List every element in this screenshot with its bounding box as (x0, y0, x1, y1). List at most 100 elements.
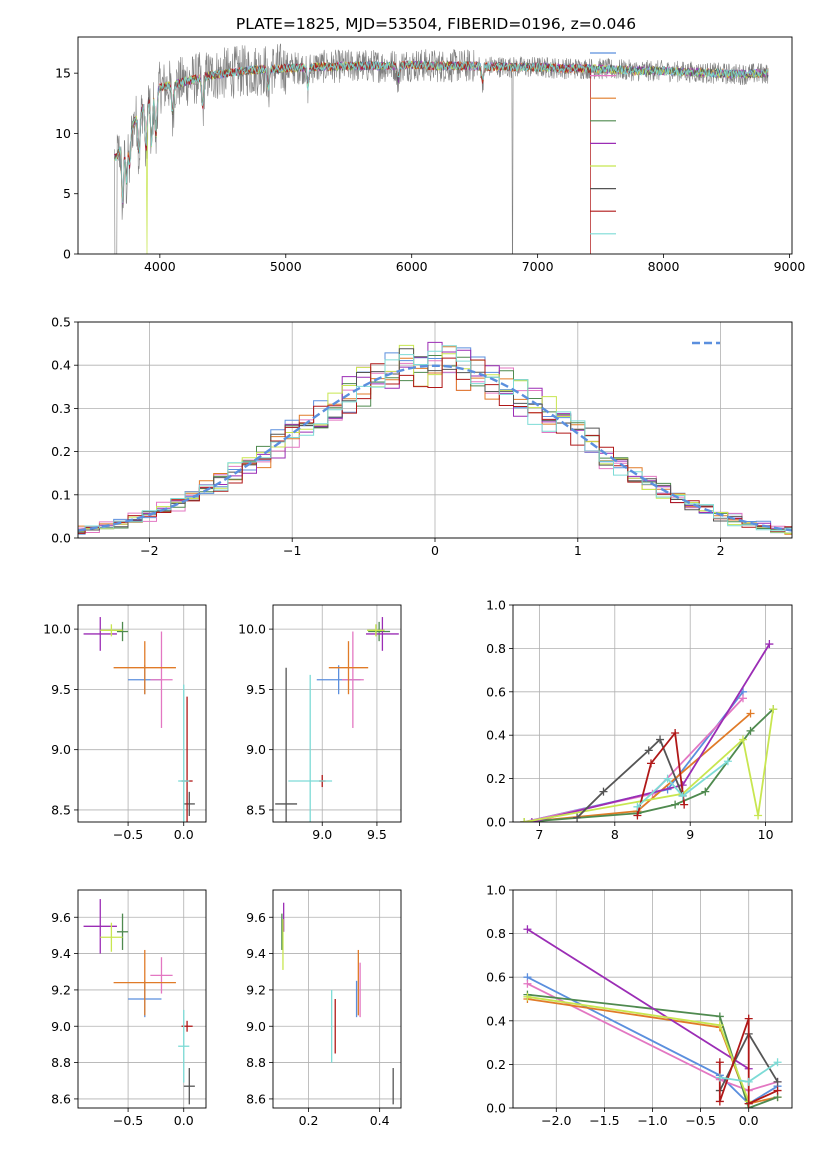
x-tick-label: −0.5 (685, 1113, 715, 1128)
x-tick-label: −1.0 (637, 1113, 667, 1128)
x-tick-label: −2 (140, 543, 158, 558)
x-tick-label: 7 (535, 827, 543, 842)
y-tick-label: 15 (55, 66, 71, 81)
axes-frame (272, 604, 402, 823)
x-tick-label: 9 (686, 827, 694, 842)
plot-area-spectrum (114, 43, 769, 254)
residual-histogram-chabrier_stelib (78, 348, 792, 533)
axes-massweight_vs_age: 7 8 9 10 0.0 0.2 0.4 0.6 0.8 1.0 (486, 598, 793, 842)
y-tick-label: 0.4 (51, 358, 71, 373)
mass-weight-line-salpeter_elodie (526, 928, 750, 1070)
x-tick-label: −1 (283, 543, 301, 558)
marker-salpeter_stelib (646, 759, 655, 768)
marker-chabrier_elodie (715, 1012, 724, 1021)
x-tick-label: 5000 (270, 259, 302, 274)
marker-salpeter_stelib (715, 1097, 724, 1106)
y-tick-label: 0.2 (486, 1057, 506, 1072)
marker-chabrier_stelib (599, 787, 608, 796)
marker-chabrier_stelib (656, 735, 665, 744)
y-tick-label: 0.1 (51, 487, 71, 502)
marker-kroupa_stelib (678, 791, 687, 800)
marker-salpeter_stelib (744, 1099, 753, 1108)
axes-mass_vs_ebv: 0.2 0.4 8.6 8.8 9.0 9.2 9.4 9.6 (246, 889, 402, 1128)
marker-salpeter_stelib (773, 1086, 782, 1095)
x-tick-label: −0.5 (113, 1113, 143, 1128)
y-tick-label: 1.0 (486, 598, 506, 613)
y-tick-label: 9.0 (246, 1019, 266, 1034)
x-tick-label: 9.0 (312, 827, 332, 842)
x-tick-label: 2 (717, 543, 725, 558)
axes-age_vs_mass: 9.0 9.5 8.5 9.0 9.5 10.0 (238, 604, 402, 842)
y-tick-label: 8.6 (246, 1091, 266, 1106)
y-tick-label: 9.5 (51, 682, 71, 697)
y-tick-label: 0.4 (486, 728, 506, 743)
x-tick-label: −2.0 (541, 1113, 571, 1128)
plots-layer: 4000 5000 6000 7000 8000 9000 0 5 10 15 −2 −1 0 1 2 0.0… (43, 36, 806, 1128)
mass-weight-line-chabrier_elodie (524, 708, 774, 822)
y-tick-label: 9.4 (246, 946, 266, 961)
marker-kroupa_elodie (523, 992, 532, 1001)
y-tick-label: 5 (63, 186, 71, 201)
axes-frame (77, 604, 207, 823)
marker-chabrier_elodie (746, 726, 755, 735)
marker-kroupa_elodie (754, 811, 763, 820)
y-tick-label: 9.5 (246, 682, 266, 697)
y-tick-label: 0.8 (486, 926, 506, 941)
marker-kroupa_elodie (738, 735, 747, 744)
plot-area-age_vs_mass (275, 617, 399, 822)
mass-weight-line-chabrier_miles (526, 976, 779, 1105)
x-tick-label: 0.0 (174, 1113, 194, 1128)
axes-spectrum: 4000 5000 6000 7000 8000 9000 0 5 10 15 (55, 36, 806, 274)
x-tick-label: −1.5 (589, 1113, 619, 1128)
y-tick-label: 9.2 (246, 982, 266, 997)
y-tick-label: 10.0 (238, 622, 266, 637)
axes-frame (77, 321, 793, 539)
y-tick-label: 0.0 (51, 531, 71, 546)
y-tick-label: 0.0 (486, 1101, 506, 1116)
x-tick-label: 10 (758, 827, 774, 842)
gaussian-curve (78, 364, 792, 532)
mass-weight-line-salpeter_stelib (636, 730, 686, 816)
marker-salpeter_miles (738, 694, 747, 703)
marker-chabrier_stelib (773, 1077, 782, 1086)
model-spectrum-salpeter_elodie (114, 60, 769, 205)
marker-kroupa_stelib (744, 1077, 753, 1086)
y-tick-label: 0.3 (51, 401, 71, 416)
axes-frame (512, 889, 793, 1109)
y-tick-label: 0 (63, 247, 71, 262)
plot-area-residuals (78, 341, 792, 535)
y-tick-label: 0.6 (486, 970, 506, 985)
legend-spectrum (590, 52, 616, 235)
y-tick-label: 9.0 (51, 742, 71, 757)
y-tick-label: 0.8 (486, 641, 506, 656)
marker-kroupa_elodie (715, 1021, 724, 1030)
mass-weight-line-kroupa_elodie (527, 995, 750, 1102)
y-tick-label: 8.5 (246, 802, 266, 817)
axes-age_vs_Z: −0.5 0.0 8.5 9.0 9.5 10.0 (43, 604, 207, 842)
y-tick-label: 8.6 (51, 1091, 71, 1106)
x-tick-label: 1 (574, 543, 582, 558)
marker-kroupa_stelib (715, 1073, 724, 1082)
y-tick-label: 0.6 (486, 684, 506, 699)
marker-salpeter_elodie (765, 640, 774, 649)
marker-salpeter_stelib (715, 1058, 724, 1067)
model-spectrum-kroupa_miles (114, 60, 769, 204)
x-tick-label: 0 (431, 543, 439, 558)
marker-kroupa_stelib (633, 802, 642, 811)
x-tick-label: 9000 (774, 259, 806, 274)
marker-salpeter_stelib (671, 729, 680, 738)
plot-area-mass_vs_ebv (281, 902, 394, 1105)
y-tick-label: 10.0 (43, 622, 71, 637)
y-tick-label: 9.6 (51, 910, 71, 925)
x-tick-label: 9.5 (367, 827, 387, 842)
axes-massweight_vs_Z: −2.0 −1.5 −1.0 −0.5 0.0 0.0 0.2 0.4 0.6 0.8 1.0 (486, 883, 793, 1128)
mass-weight-line-kroupa_stelib (636, 760, 729, 808)
plot-area-mass_vs_Z (83, 899, 195, 1105)
x-tick-label: 6000 (396, 259, 428, 274)
y-tick-label: 0.2 (486, 771, 506, 786)
axes-mass_vs_Z: −0.5 0.0 8.6 8.8 9.0 9.2 9.4 9.6 (51, 889, 207, 1128)
y-tick-label: 0.5 (51, 315, 71, 330)
x-tick-label: 8000 (648, 259, 680, 274)
x-tick-label: 0.0 (739, 1113, 759, 1128)
marker-salpeter_stelib (680, 800, 689, 809)
